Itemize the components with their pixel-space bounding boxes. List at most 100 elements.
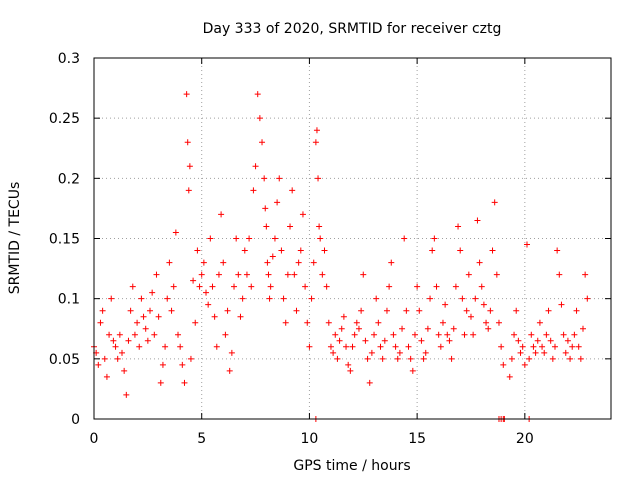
data-point — [461, 331, 468, 338]
data-point — [323, 283, 330, 290]
data-point — [560, 331, 567, 338]
x-axis-title: GPS time / hours — [293, 458, 410, 474]
data-point — [340, 313, 347, 320]
data-point — [144, 337, 151, 344]
data-point — [467, 313, 474, 320]
data-point — [450, 325, 457, 332]
data-point — [495, 319, 502, 326]
data-point — [213, 343, 220, 350]
data-point — [226, 367, 233, 374]
data-point — [418, 337, 425, 344]
y-tick-label: 0.2 — [58, 171, 80, 187]
data-point — [491, 199, 498, 206]
data-point — [271, 235, 278, 242]
data-point — [186, 163, 193, 170]
data-point — [433, 283, 440, 290]
data-point — [138, 295, 145, 302]
data-point — [371, 331, 378, 338]
data-point — [543, 331, 550, 338]
data-point — [222, 331, 229, 338]
data-point — [108, 295, 115, 302]
data-point — [567, 355, 574, 362]
data-point — [239, 295, 246, 302]
data-point — [448, 355, 455, 362]
plot-frame — [93, 57, 612, 420]
data-point — [317, 235, 324, 242]
data-point — [291, 271, 298, 278]
data-point — [373, 295, 380, 302]
data-point — [200, 259, 207, 266]
data-point — [500, 361, 507, 368]
data-point — [125, 337, 132, 344]
data-point — [228, 349, 235, 356]
data-point — [116, 331, 123, 338]
tick-labels: 0 5 10 15 20 0 0.05 0.1 0.15 0.2 0.25 0.3 — [49, 51, 534, 447]
data-point — [123, 391, 130, 398]
data-point — [246, 235, 253, 242]
data-point — [394, 355, 401, 362]
data-point — [297, 247, 304, 254]
data-point — [571, 331, 578, 338]
data-point — [465, 271, 472, 278]
data-point — [530, 343, 537, 350]
data-point — [554, 247, 561, 254]
data-point — [345, 361, 352, 368]
y-tick-label: 0 — [71, 412, 80, 428]
data-point — [446, 337, 453, 344]
data-point — [437, 343, 444, 350]
data-point — [556, 271, 563, 278]
data-point — [185, 187, 192, 194]
x-tick-label: 5 — [197, 431, 206, 447]
data-point — [99, 307, 106, 314]
data-point — [457, 247, 464, 254]
data-point — [547, 337, 554, 344]
data-point — [493, 271, 500, 278]
data-point — [106, 331, 113, 338]
data-point — [224, 307, 231, 314]
data-point — [517, 349, 524, 356]
data-point — [431, 235, 438, 242]
data-point — [511, 331, 518, 338]
data-point — [112, 343, 119, 350]
data-point — [526, 355, 533, 362]
data-point — [179, 361, 186, 368]
data-point — [407, 355, 414, 362]
data-point — [218, 211, 225, 218]
data-point — [254, 91, 261, 98]
data-point — [558, 301, 565, 308]
data-point — [149, 289, 156, 296]
data-point — [523, 241, 530, 248]
x-tick-label: 10 — [301, 431, 319, 447]
data-point — [414, 283, 421, 290]
data-point — [353, 319, 360, 326]
data-point — [368, 349, 375, 356]
data-point — [360, 271, 367, 278]
data-point — [338, 325, 345, 332]
y-tick-label: 0.3 — [58, 51, 80, 67]
data-point — [119, 349, 126, 356]
data-point — [429, 247, 436, 254]
data-point — [386, 283, 393, 290]
x-tick-label: 15 — [408, 431, 426, 447]
data-point — [383, 307, 390, 314]
data-point — [252, 163, 259, 170]
data-point — [388, 259, 395, 266]
data-point — [209, 283, 216, 290]
data-point — [521, 361, 528, 368]
data-point — [147, 307, 154, 314]
data-point — [478, 283, 485, 290]
data-point — [248, 283, 255, 290]
data-point — [198, 271, 205, 278]
data-point — [192, 319, 199, 326]
chart-title: Day 333 of 2020, SRMTID for receiver czt… — [203, 21, 502, 37]
data-point — [97, 319, 104, 326]
data-point — [355, 325, 362, 332]
data-point — [405, 343, 412, 350]
data-point — [351, 331, 358, 338]
data-point — [284, 271, 291, 278]
y-tick-label: 0.05 — [49, 352, 80, 368]
data-point — [237, 313, 244, 320]
data-point — [573, 307, 580, 314]
data-point — [183, 91, 190, 98]
